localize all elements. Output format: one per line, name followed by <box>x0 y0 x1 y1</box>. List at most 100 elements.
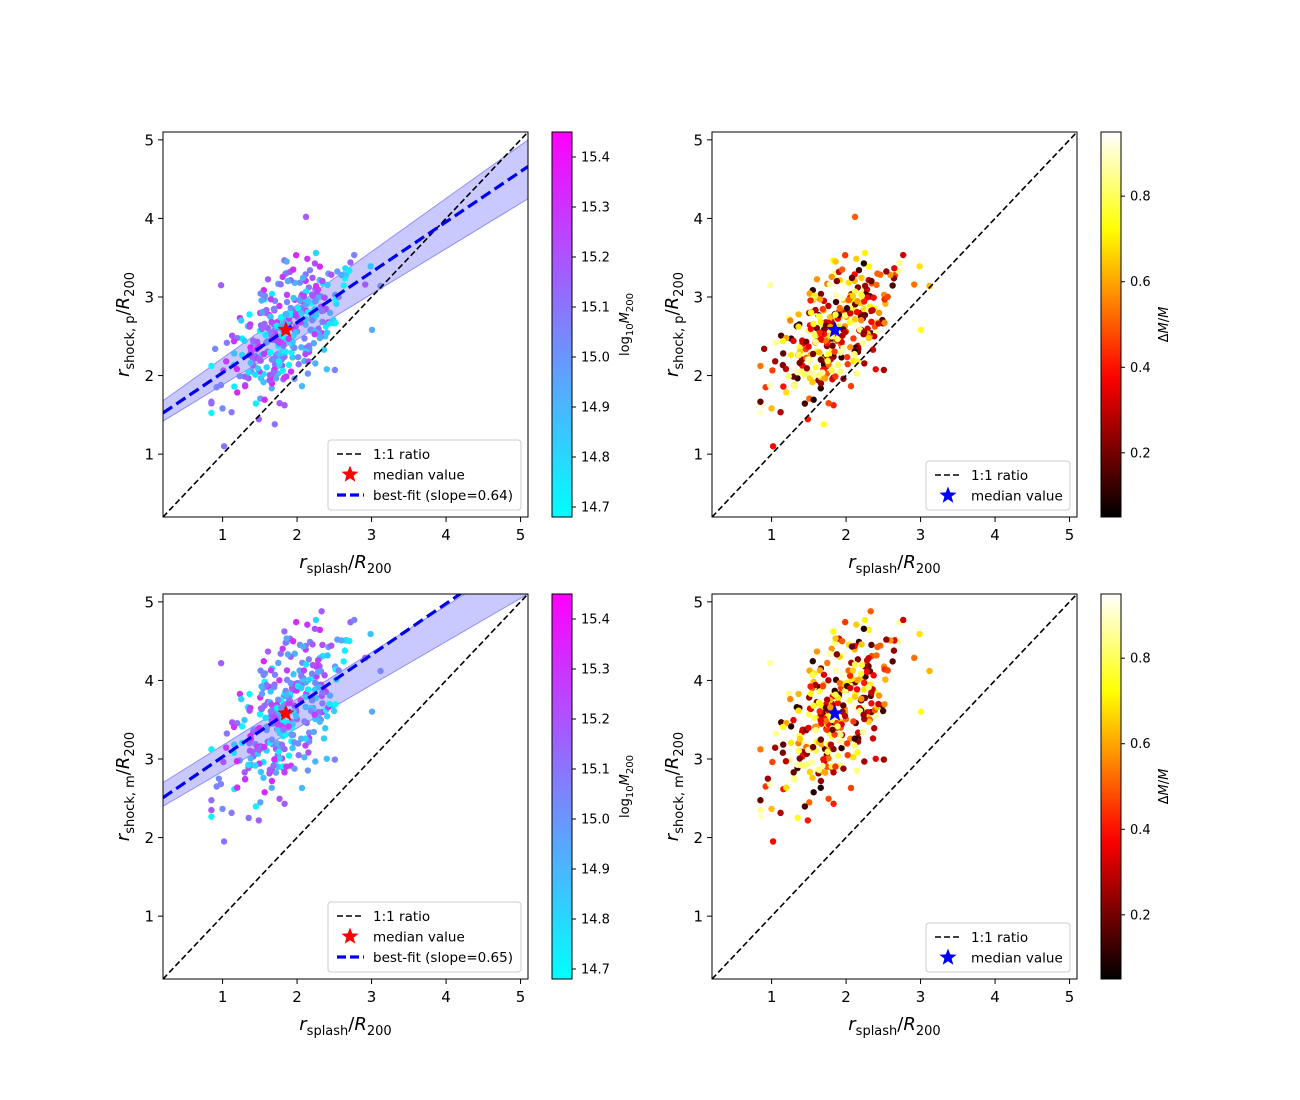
scatter-point <box>807 690 815 697</box>
scatter-point <box>795 747 803 754</box>
scatter-point <box>813 648 821 655</box>
scatter-point <box>832 258 839 265</box>
scatter-point <box>806 768 814 776</box>
scatter-point <box>868 700 875 707</box>
scatter-point <box>834 361 842 369</box>
scatter-point <box>311 711 318 718</box>
scatter-point <box>828 645 835 652</box>
scatter-point <box>861 282 869 290</box>
scatter-point <box>302 693 310 701</box>
y-tick-label: 1 <box>693 908 703 926</box>
colorbar-tick-label: 14.7 <box>581 963 610 978</box>
scatter-point <box>821 375 829 382</box>
panel-top-left: 1 2 3 4 5 1 2 3 4 5 rsplash/R200 rshock, p/R200 1:1 … <box>113 131 636 577</box>
scatter-point <box>809 743 817 751</box>
scatter-point <box>785 373 792 380</box>
x-axis-label: rsplash/R200 <box>848 1014 940 1039</box>
scatter-point <box>290 294 297 302</box>
scatter-point <box>266 766 274 773</box>
scatter-point <box>865 626 873 634</box>
scatter-point <box>281 402 288 409</box>
colorbar-tick-label: 14.8 <box>581 913 610 928</box>
scatter-point <box>790 776 798 783</box>
scatter-point <box>787 317 794 324</box>
scatter-point <box>805 343 812 350</box>
legend: 1:1 ratio median value <box>925 460 1071 511</box>
scatter-point <box>879 707 887 715</box>
scatter-point <box>267 688 274 695</box>
scatter-point <box>285 335 292 343</box>
scatter-point <box>780 741 787 748</box>
x-tick-label: 1 <box>218 988 228 1006</box>
scatter-point <box>766 282 774 289</box>
colorbar-gradient <box>551 593 573 980</box>
colorbar-tick-label: 0.6 <box>1130 737 1151 752</box>
scatter-point <box>830 769 837 776</box>
scatter-point <box>847 344 854 351</box>
scatter-point <box>851 661 859 668</box>
scatter-point <box>832 667 840 674</box>
scatter-point <box>285 752 293 759</box>
scatter-point <box>263 364 270 371</box>
scatter-point <box>820 421 827 428</box>
scatter-point <box>822 337 829 344</box>
scatter-point <box>263 338 270 346</box>
scatter-point <box>326 692 334 699</box>
median-star <box>826 704 844 721</box>
scatter-point <box>854 297 861 305</box>
scatter-point <box>843 353 851 361</box>
colorbar-tick-label: 14.7 <box>581 501 610 516</box>
legend-label: best-fit (slope=0.65) <box>373 950 513 966</box>
scatter-point <box>293 312 300 319</box>
scatter-point <box>812 364 819 371</box>
scatter-point <box>832 373 839 380</box>
scatter-point <box>861 360 868 367</box>
scatter-point <box>260 378 267 386</box>
scatter-point <box>215 775 223 782</box>
scatter-point <box>294 353 302 361</box>
y-tick-label: 5 <box>144 593 154 611</box>
scatter-point <box>768 405 775 412</box>
scatter-point <box>260 743 268 751</box>
scatter-point <box>853 767 861 774</box>
scatter-point <box>312 249 320 257</box>
scatter-point <box>272 375 280 382</box>
scatter-point <box>368 326 376 334</box>
scatter-point <box>824 748 831 755</box>
scatter-point <box>234 784 241 791</box>
scatter-point <box>318 608 325 615</box>
scatter-point <box>261 396 268 403</box>
scatter-point <box>873 281 880 289</box>
scatter-point <box>826 650 833 657</box>
scatter-point <box>838 637 846 645</box>
x-tick-label: 3 <box>916 988 926 1006</box>
scatter-point <box>782 758 790 765</box>
scatter-point <box>854 749 861 756</box>
scatter-point <box>811 331 818 339</box>
scatter-point <box>766 780 774 788</box>
scatter-point <box>768 805 775 813</box>
scatter-point <box>757 398 764 405</box>
scatter-point <box>840 344 847 352</box>
legend-label: median value <box>373 468 465 484</box>
scatter-point <box>319 307 326 314</box>
plot-area <box>712 594 1077 979</box>
scatter-point <box>208 806 215 814</box>
scatter-point <box>872 755 879 762</box>
scatter-point <box>279 645 286 652</box>
scatter-point <box>810 396 817 403</box>
scatter-point <box>870 672 877 679</box>
scatter-point <box>342 265 349 272</box>
colorbar-tick-label: 15.3 <box>581 663 610 678</box>
scatter-point <box>285 723 292 730</box>
scatter-point <box>217 780 225 788</box>
scatter-point <box>804 356 812 363</box>
scatter-point <box>828 273 835 281</box>
scatter-point <box>805 724 812 732</box>
scatter-point <box>280 342 287 349</box>
scatter-point <box>845 296 852 304</box>
plot-area <box>163 132 528 517</box>
scatter-point <box>827 741 835 748</box>
scatter-point <box>258 325 266 333</box>
scatter-point <box>288 349 295 356</box>
